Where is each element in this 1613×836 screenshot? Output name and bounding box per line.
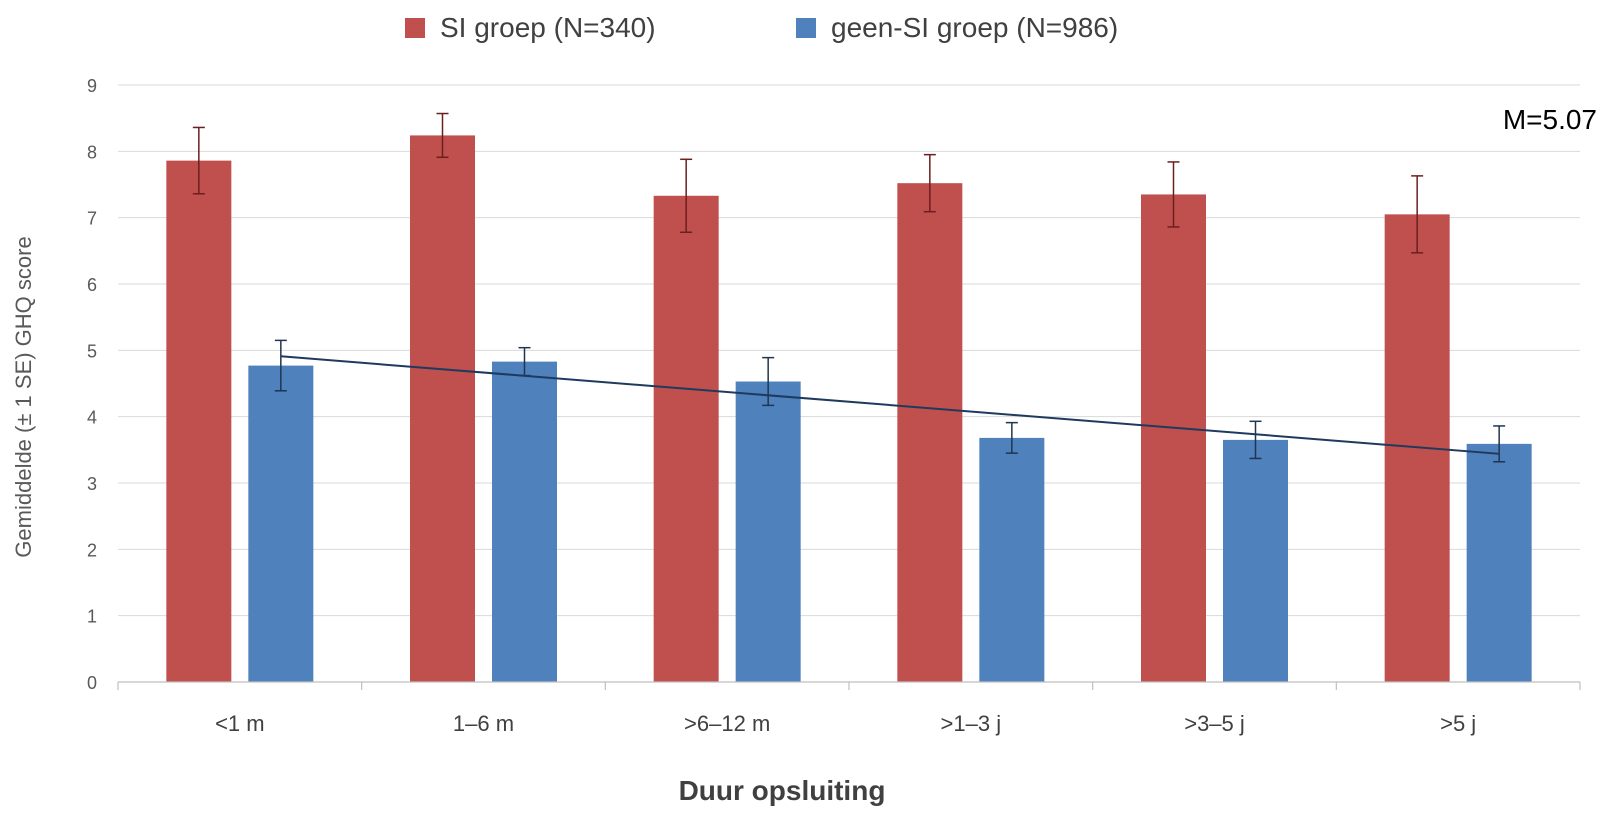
y-tick-label: 2 — [87, 540, 97, 560]
y-tick-label: 7 — [87, 209, 97, 229]
legend-swatch — [405, 18, 425, 38]
y-tick-label: 6 — [87, 275, 97, 295]
bar — [492, 361, 557, 682]
trendline-group — [280, 355, 1500, 455]
bar — [1466, 443, 1532, 682]
axes: 0 1 2 3 4 5 6 7 8 9 <1 m 1–6 m >6–12 m >1–3 j >3–5 j >5… — [87, 76, 1581, 736]
bar — [735, 381, 801, 682]
trendline — [280, 355, 1500, 455]
x-tick-label: >1–3 j — [941, 711, 1002, 736]
x-tick-label: <1 m — [215, 711, 265, 736]
bar — [410, 135, 475, 682]
mean-annotation: M=5.07 — [1503, 104, 1597, 135]
bar — [1141, 194, 1206, 682]
x-tick-label: >5 j — [1440, 711, 1476, 736]
y-axis-label: Gemiddelde (± 1 SE) GHQ score — [11, 236, 36, 557]
bar — [1223, 439, 1288, 682]
bar — [248, 365, 314, 682]
bar — [897, 183, 963, 682]
bar — [979, 437, 1045, 682]
legend-swatch — [796, 18, 816, 38]
y-tick-label: 0 — [87, 673, 97, 693]
x-axis-label: Duur opsluiting — [679, 775, 886, 806]
y-tick-label: 8 — [87, 142, 97, 162]
x-tick-label: >6–12 m — [684, 711, 770, 736]
x-tick-label: >3–5 j — [1184, 711, 1245, 736]
x-tick-label: 1–6 m — [453, 711, 514, 736]
bar — [653, 195, 719, 682]
y-tick-label: 1 — [87, 607, 97, 627]
gridlines — [118, 84, 1580, 617]
y-tick-label: 4 — [87, 408, 97, 428]
y-tick-label: 5 — [87, 341, 97, 361]
bar — [166, 160, 232, 682]
error-bars — [192, 112, 1506, 463]
legend: SI groep (N=340) geen-SI groep (N=986) — [405, 12, 1118, 43]
bars — [166, 135, 1532, 682]
legend-label: SI groep (N=340) — [440, 12, 656, 43]
legend-label: geen-SI groep (N=986) — [831, 12, 1118, 43]
y-tick-label: 9 — [87, 76, 97, 96]
y-tick-label: 3 — [87, 474, 97, 494]
